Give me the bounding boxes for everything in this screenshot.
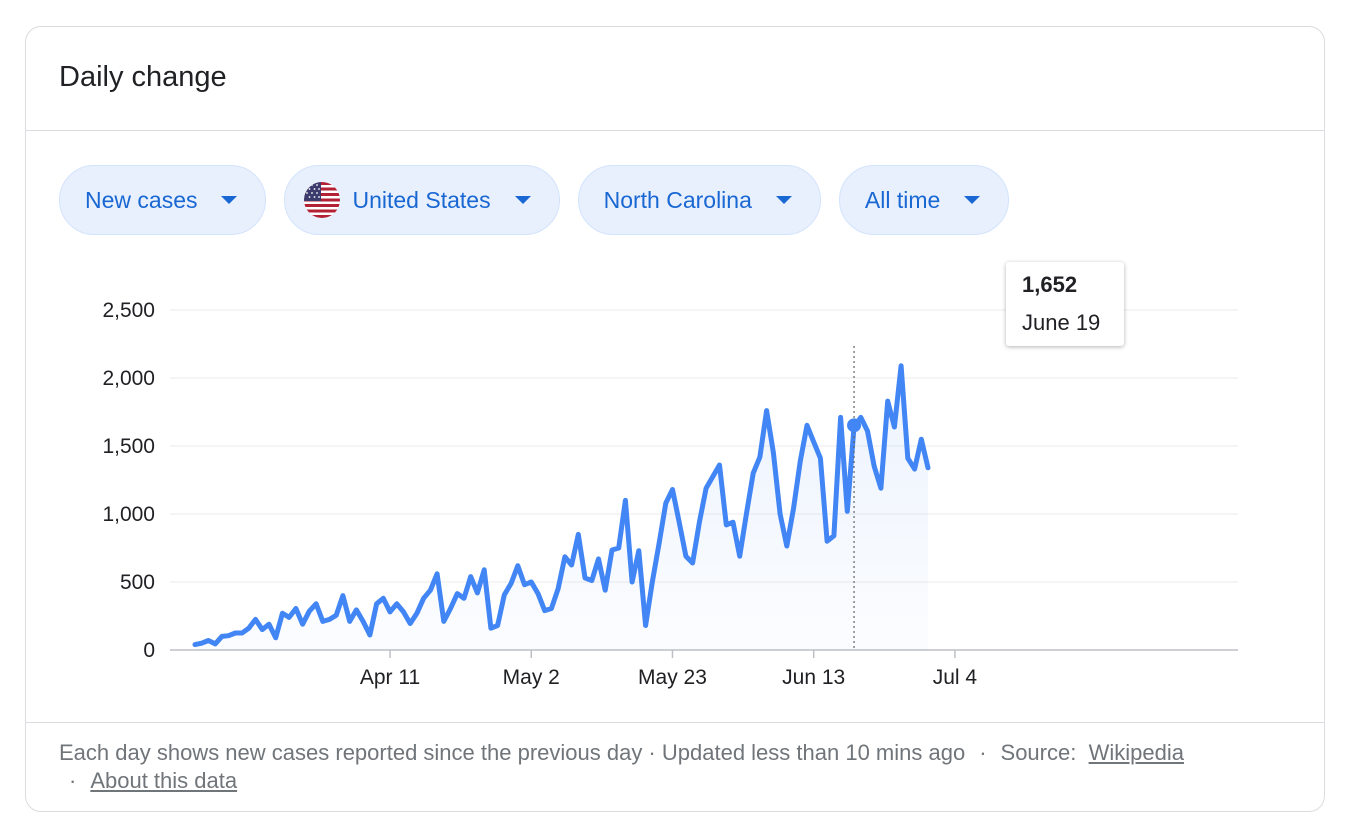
filter-bar: New cases xyxy=(59,165,1010,235)
tooltip-value: 1,652 xyxy=(1022,272,1078,297)
metric-dropdown[interactable]: New cases xyxy=(59,165,267,235)
highlighted-point xyxy=(847,418,862,433)
header-divider xyxy=(26,130,1324,131)
footer-divider xyxy=(26,722,1324,723)
source-link[interactable]: Wikipedia xyxy=(1088,740,1184,765)
x-tick-label: May 2 xyxy=(503,666,560,689)
footer-note: Each day shows new cases reported since … xyxy=(59,740,1184,793)
series-area-fill xyxy=(195,365,929,650)
us-flag-icon xyxy=(304,182,341,218)
caret-down-icon xyxy=(514,196,531,204)
y-tick-label: 1,000 xyxy=(102,503,155,526)
source-label: Source: xyxy=(1000,740,1077,765)
caret-down-icon xyxy=(221,196,238,204)
tooltip-date: June 19 xyxy=(1022,310,1101,335)
x-tick-label: May 23 xyxy=(638,666,707,689)
y-tick-label: 500 xyxy=(120,571,155,594)
caret-down-icon xyxy=(775,196,792,204)
daily-change-card: Daily change New cases xyxy=(25,26,1325,812)
caret-down-icon xyxy=(964,196,981,204)
x-axis: Apr 11 May 2 May 23 Jun 13 Jul 4 xyxy=(360,650,978,689)
series-line-new-cases xyxy=(192,363,931,648)
y-tick-label: 2,000 xyxy=(102,367,155,390)
about-data-link[interactable]: About this data xyxy=(90,768,238,793)
y-axis: 0 500 1,000 1,500 2,000 2,500 xyxy=(102,299,155,662)
card-title: Daily change xyxy=(59,61,227,93)
region-dropdown-label: North Carolina xyxy=(603,186,752,213)
y-tick-label: 0 xyxy=(143,639,155,662)
time-range-dropdown-label: All time xyxy=(864,186,941,213)
y-tick-label: 1,500 xyxy=(102,435,155,458)
chart-tooltip: 1,652 June 19 xyxy=(1006,262,1124,346)
region-dropdown[interactable]: North Carolina xyxy=(577,165,821,235)
metric-dropdown-label: New cases xyxy=(85,186,198,213)
y-tick-label: 2,500 xyxy=(102,299,155,322)
x-tick-label: Apr 11 xyxy=(360,666,420,689)
time-range-dropdown[interactable]: All time xyxy=(838,165,1010,235)
x-tick-label: Jun 13 xyxy=(782,666,845,689)
x-tick-label: Jul 4 xyxy=(933,666,978,689)
country-dropdown-label: United States xyxy=(352,186,491,213)
country-dropdown[interactable]: United States xyxy=(284,165,560,235)
footer-description: Each day shows new cases reported since … xyxy=(59,740,966,765)
